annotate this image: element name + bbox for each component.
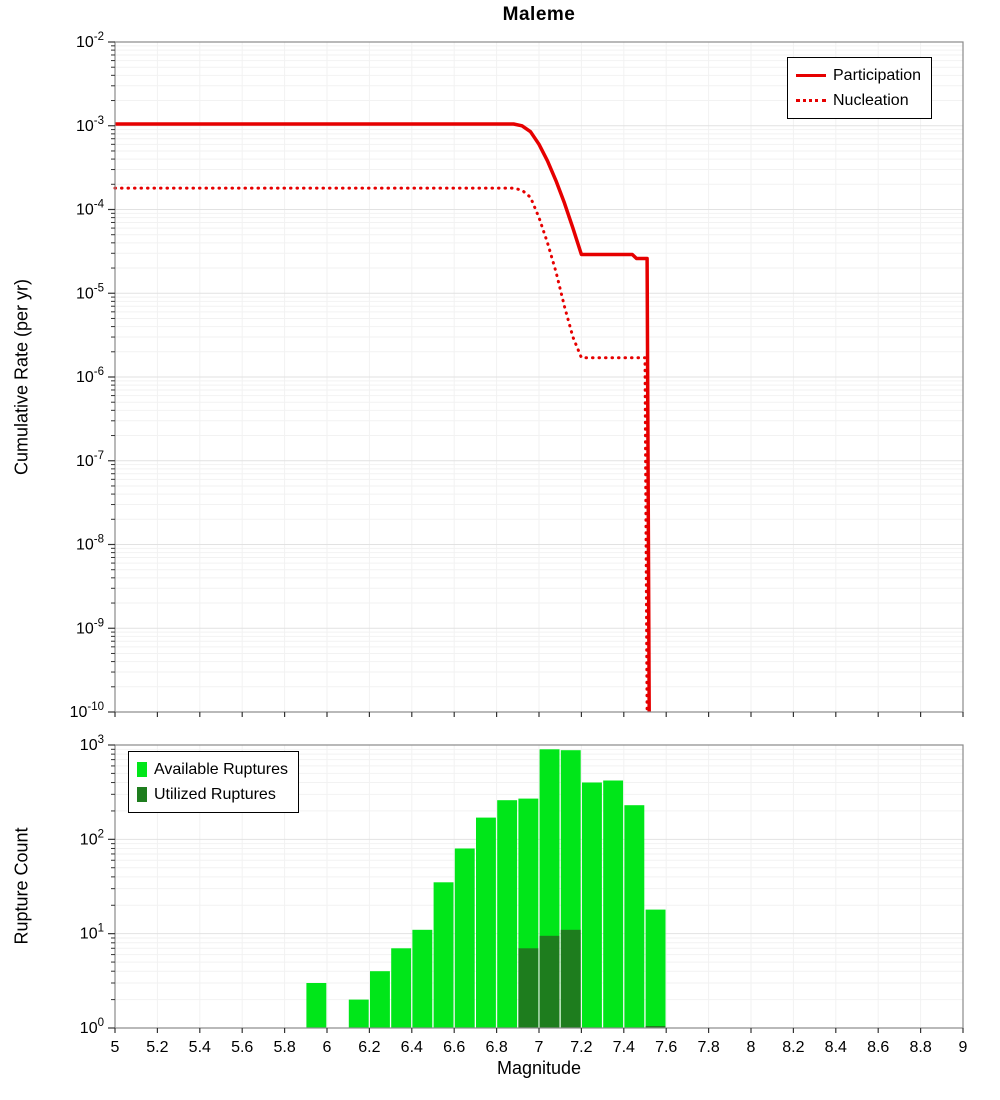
y-tick-label: 10-8: [76, 534, 104, 554]
x-tick-label: 8: [747, 1039, 756, 1056]
legend-entry-available: Available Ruptures: [137, 757, 288, 782]
y-tick-label: 10-10: [70, 701, 104, 721]
y-tick-label: 101: [80, 923, 104, 943]
y-tick-label: 103: [80, 734, 104, 754]
x-tick-label: 6.6: [443, 1039, 465, 1056]
x-tick-label: 7.6: [655, 1039, 677, 1056]
y-tick-label: 10-3: [76, 115, 104, 135]
cumulative-rate-chart: 10-10 10-9 10-8 10-7 10-6 10-5 10-4 10-3 10-2: [70, 31, 964, 721]
x-tick-label: 7: [535, 1039, 544, 1056]
x-axis-label-magnitude: Magnitude: [496, 1058, 582, 1078]
x-tick-label: 9: [959, 1039, 968, 1056]
x-tick-label: 7.2: [570, 1039, 592, 1056]
legend-entry-utilized: Utilized Ruptures: [137, 782, 288, 807]
legend-label-participation: Participation: [833, 66, 922, 84]
available-ruptures-bar: [497, 800, 518, 1028]
utilized-ruptures-bar: [645, 1026, 666, 1028]
x-tick-label: 6: [323, 1039, 332, 1056]
utilized-ruptures-swatch: [137, 787, 147, 802]
x-tick-label: 6.4: [401, 1039, 423, 1056]
y-tick-label: 10-5: [76, 282, 104, 302]
available-ruptures-bar: [391, 948, 412, 1028]
x-tick-label: 6.8: [485, 1039, 507, 1056]
x-tick-label: 5: [111, 1039, 120, 1056]
utilized-ruptures-bar: [518, 948, 539, 1028]
top-chart-legend: Participation Nucleation: [787, 57, 933, 119]
page-title: Maleme: [502, 4, 576, 25]
y-tick-label: 10-7: [76, 450, 104, 470]
utilized-ruptures-bar: [539, 935, 560, 1028]
y-tick-label: 10-9: [76, 617, 104, 637]
available-ruptures-bar: [476, 817, 496, 1028]
y-tick-label: 10-6: [76, 366, 104, 386]
available-ruptures-bar: [306, 983, 327, 1028]
y-tick-label: 100: [80, 1017, 104, 1037]
x-tick-label: 7.4: [613, 1039, 635, 1056]
legend-label-available: Available Ruptures: [154, 760, 289, 778]
y-tick-label: 10-2: [76, 31, 104, 51]
participation-line-sample: [796, 74, 826, 77]
available-ruptures-swatch: [137, 762, 147, 777]
available-ruptures-bar: [645, 909, 666, 1028]
x-tick-label: 8.2: [782, 1039, 804, 1056]
x-tick-label: 8.6: [867, 1039, 889, 1056]
available-ruptures-bar: [454, 848, 475, 1028]
y-tick-label: 10-4: [76, 199, 105, 219]
participation-line: [115, 122, 651, 713]
available-ruptures-bar: [603, 780, 624, 1028]
legend-label-utilized: Utilized Ruptures: [154, 785, 276, 803]
x-tick-label: 8.8: [909, 1039, 931, 1056]
y-tick-label: 102: [80, 828, 104, 848]
x-tick-label: 5.8: [273, 1039, 295, 1056]
x-tick-label: 6.2: [358, 1039, 380, 1056]
x-tick-label: 7.8: [697, 1039, 719, 1056]
legend-entry-participation: Participation: [796, 63, 921, 88]
x-tick-label: 8.4: [825, 1039, 847, 1056]
x-tick-label: 5.2: [146, 1039, 168, 1056]
nucleation-line-sample: [796, 99, 826, 102]
available-ruptures-bar: [433, 882, 454, 1028]
x-tick-label: 5.6: [231, 1039, 253, 1056]
available-ruptures-bar: [624, 805, 645, 1028]
legend-label-nucleation: Nucleation: [833, 91, 909, 109]
nucleation-line: [113, 186, 649, 714]
available-ruptures-bar: [582, 782, 602, 1028]
x-tick-label: 5.4: [189, 1039, 211, 1056]
bottom-chart-legend: Available Ruptures Utilized Ruptures: [128, 751, 300, 813]
utilized-ruptures-bar: [560, 929, 581, 1028]
available-ruptures-bar: [348, 999, 369, 1028]
available-ruptures-bar: [412, 929, 433, 1028]
available-ruptures-bar: [370, 971, 390, 1028]
legend-entry-nucleation: Nucleation: [796, 88, 921, 113]
